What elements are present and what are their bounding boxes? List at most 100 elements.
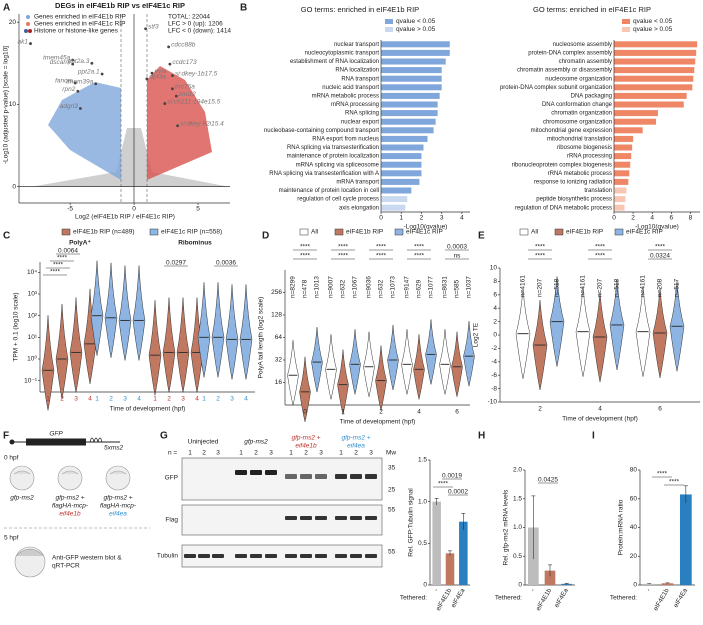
y-tick-label: 0 bbox=[12, 183, 16, 190]
y-axis-label: Rel. gfp-ms2 mRNA levels bbox=[503, 489, 510, 566]
x-tick-label: 2 bbox=[109, 396, 113, 403]
bar bbox=[381, 67, 442, 74]
bar bbox=[614, 196, 626, 203]
category-label: regulation of DNA metabolic process bbox=[515, 205, 612, 211]
gene-label: stf3 bbox=[148, 24, 159, 31]
y-tick-label: -2 bbox=[491, 345, 497, 352]
bar bbox=[614, 49, 697, 56]
panel-letter: E bbox=[478, 231, 485, 242]
violin bbox=[299, 356, 311, 422]
legend-label: eIF4E1c RIP (n=558) bbox=[161, 229, 222, 236]
y-axis-label: -Log10 (adjusted p-value) [scale = log10… bbox=[3, 46, 10, 164]
band bbox=[350, 554, 362, 558]
mw-label: 25 bbox=[388, 487, 396, 494]
violin bbox=[197, 282, 211, 378]
category-label: mitochondrial gene expression bbox=[531, 128, 612, 134]
time-label: 5 hpf bbox=[4, 535, 19, 542]
y-tick-label: 16 bbox=[275, 379, 283, 386]
n-label: n=8299 bbox=[290, 276, 297, 298]
gene-point bbox=[100, 72, 104, 76]
significance: 0.0003 bbox=[447, 244, 467, 251]
category-label: establishment of RNA localization bbox=[290, 59, 379, 65]
bar bbox=[614, 161, 631, 168]
band bbox=[365, 516, 377, 520]
bar bbox=[381, 84, 442, 91]
legend-swatch bbox=[622, 19, 630, 24]
gene-point bbox=[163, 102, 167, 105]
x-tick-label: - bbox=[433, 587, 440, 592]
western-blot: Uninjected gfp-ms2 gfp-ms2 + eif4e1b gfp… bbox=[157, 435, 396, 568]
y-tick-label: 0 bbox=[518, 582, 522, 589]
significance: **** bbox=[414, 253, 425, 260]
violin bbox=[325, 334, 337, 400]
y-tick-label: 10³ bbox=[28, 291, 38, 298]
significance: **** bbox=[655, 244, 666, 251]
band bbox=[315, 474, 327, 479]
legend-dot bbox=[28, 29, 32, 33]
legend-label: eIF4E1b RIP bbox=[346, 229, 383, 236]
n-label: n=9147 bbox=[404, 276, 411, 298]
violin bbox=[439, 329, 451, 395]
lane-number: 2 bbox=[254, 450, 258, 457]
gene-label: fancm bbox=[55, 78, 73, 85]
violin bbox=[387, 324, 399, 391]
mw-label: 55 bbox=[388, 507, 396, 514]
x-tick-label: 1 bbox=[341, 409, 345, 416]
band bbox=[300, 554, 312, 558]
y-tick-label: -6 bbox=[491, 372, 497, 379]
n-label: n=207 bbox=[537, 278, 544, 297]
group-label: gfp-ms2 + bbox=[291, 435, 320, 442]
bar bbox=[432, 501, 441, 585]
panel-letter: A bbox=[3, 3, 10, 14]
gene-label: lrrc75a bbox=[175, 83, 195, 90]
n-label: n=8631 bbox=[442, 276, 449, 298]
x-tick-label: eIF4E1b bbox=[535, 587, 554, 612]
y-tick-label: 10 bbox=[490, 265, 498, 272]
y-tick-label: 10⁰ bbox=[27, 355, 37, 363]
bar bbox=[381, 196, 408, 203]
bar bbox=[614, 144, 633, 151]
lane-number: 3 bbox=[369, 450, 373, 457]
row-label: GFP bbox=[165, 475, 178, 482]
bar bbox=[381, 144, 424, 151]
bar bbox=[614, 84, 693, 91]
bar bbox=[614, 153, 632, 160]
gene-point bbox=[76, 89, 80, 93]
row-label: Tubulin bbox=[157, 553, 178, 560]
x-tick-label: 6 bbox=[455, 409, 459, 416]
blot-frame bbox=[181, 544, 383, 568]
category-label: mRNA transport bbox=[336, 179, 379, 185]
significance: 0.0019 bbox=[442, 473, 462, 480]
y-tick-label: 1.5 bbox=[418, 457, 427, 464]
lane-number: 1 bbox=[239, 450, 243, 457]
band bbox=[315, 516, 327, 520]
band bbox=[250, 470, 262, 475]
significance: **** bbox=[300, 244, 311, 251]
bar bbox=[614, 204, 625, 211]
violin bbox=[90, 260, 104, 356]
x-tick-label: 2 bbox=[538, 406, 542, 413]
x-tick-label: 4 bbox=[195, 396, 199, 403]
y-tick-label: 80 bbox=[630, 467, 638, 474]
band bbox=[365, 554, 377, 558]
legend-label: Genes enriched in eIF4E1b RIP bbox=[34, 14, 126, 21]
gene-label: si:ch211-194e15.5 bbox=[167, 98, 220, 105]
significance: **** bbox=[535, 253, 546, 260]
x-tick-label: - bbox=[529, 587, 536, 592]
band bbox=[285, 474, 297, 479]
category-label: nucleic acid transport bbox=[322, 85, 379, 91]
significance: **** bbox=[338, 253, 349, 260]
y-tick-label: 10¹ bbox=[28, 334, 38, 341]
readout: qRT-PCR bbox=[52, 563, 80, 570]
bar bbox=[614, 135, 634, 142]
violin bbox=[349, 329, 361, 395]
category-label: protein-DNA complex assembly bbox=[528, 50, 612, 56]
gene-point bbox=[78, 107, 82, 110]
y-axis-label: PolyA tail length (log2 scale) bbox=[258, 297, 265, 379]
y-tick-label: 10² bbox=[28, 312, 38, 319]
band bbox=[285, 516, 297, 520]
band bbox=[300, 474, 312, 479]
category-label: rRNA processing bbox=[567, 154, 612, 160]
down-cloud bbox=[48, 82, 121, 180]
y-tick-label: 1.0 bbox=[418, 498, 427, 505]
